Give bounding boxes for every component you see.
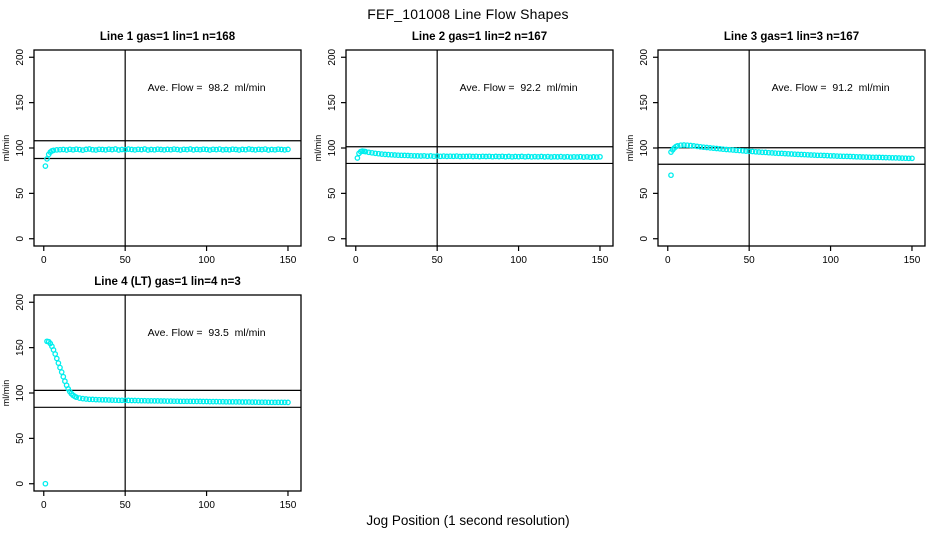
x-tick-label: 150 xyxy=(280,255,297,266)
x-tick-label: 50 xyxy=(120,255,132,266)
y-tick-label: 50 xyxy=(639,187,650,199)
x-tick-label: 50 xyxy=(744,255,756,266)
y-tick-label: 0 xyxy=(327,236,338,242)
y-tick-label: 100 xyxy=(639,139,650,156)
plot-box xyxy=(345,49,614,247)
x-tick-label: 0 xyxy=(41,500,47,511)
x-tick-label: 50 xyxy=(432,255,444,266)
ave-flow-annotation: Ave. Flow = 92.2 ml/min xyxy=(460,82,578,94)
x-tick-label: 150 xyxy=(904,255,921,266)
y-tick-label: 150 xyxy=(15,339,26,356)
ave-flow-annotation: Ave. Flow = 91.2 ml/min xyxy=(772,82,890,94)
x-tick-label: 150 xyxy=(280,500,297,511)
y-axis-label: ml/min xyxy=(313,135,323,162)
y-tick-label: 200 xyxy=(15,48,26,65)
y-tick-label: 100 xyxy=(15,384,26,401)
line-1-flow-scatter-chart: Line 1 gas=1 lin=1 n=168 0 50 100 150 0 50 100 1… xyxy=(1,31,302,266)
subplot-title: Line 3 gas=1 lin=3 n=167 xyxy=(724,31,859,43)
y-tick-label: 100 xyxy=(15,139,26,156)
y-tick-label: 0 xyxy=(639,236,650,242)
y-tick-label: 0 xyxy=(15,236,26,242)
line-4-flow-scatter-chart: Line 4 (LT) gas=1 lin=4 n=3 0 50 100 150 0 50 1… xyxy=(1,276,302,511)
x-tick-label: 0 xyxy=(41,255,47,266)
y-tick-label: 100 xyxy=(327,139,338,156)
x-tick-label: 0 xyxy=(353,255,359,266)
x-tick-label: 100 xyxy=(198,255,215,266)
chart-grid: Line 1 gas=1 lin=1 n=168 0 50 100 150 0 50 100 1… xyxy=(0,24,936,514)
subplot-line-3: Line 3 gas=1 lin=3 n=167 0 50 100 150 0 50 100 1… xyxy=(624,24,936,269)
y-tick-label: 50 xyxy=(15,432,26,444)
shared-x-axis-label: Jog Position (1 second resolution) xyxy=(366,513,570,528)
y-tick-label: 50 xyxy=(327,187,338,199)
page-title: FEF_101008 Line Flow Shapes xyxy=(367,6,569,22)
y-axis-label: ml/min xyxy=(625,135,635,162)
line-2-flow-scatter-chart: Line 2 gas=1 lin=2 n=167 0 50 100 150 0 50 100 1… xyxy=(313,31,614,266)
subplot-title: Line 1 gas=1 lin=1 n=168 xyxy=(100,31,236,43)
y-tick-label: 150 xyxy=(15,94,26,111)
x-tick-label: 150 xyxy=(592,255,609,266)
subplot-title: Line 2 gas=1 lin=2 n=167 xyxy=(412,31,547,43)
x-tick-label: 100 xyxy=(198,500,215,511)
x-tick-label: 0 xyxy=(665,255,671,266)
x-tick-label: 50 xyxy=(120,500,132,511)
y-tick-label: 200 xyxy=(15,293,26,310)
subplot-line-4: Line 4 (LT) gas=1 lin=4 n=3 0 50 100 150 0 50 1… xyxy=(0,269,312,514)
subplot-line-2: Line 2 gas=1 lin=2 n=167 0 50 100 150 0 50 100 1… xyxy=(312,24,624,269)
x-tick-label: 100 xyxy=(822,255,839,266)
line-3-flow-scatter-chart: Line 3 gas=1 lin=3 n=167 0 50 100 150 0 50 100 1… xyxy=(625,31,926,266)
y-tick-label: 50 xyxy=(15,187,26,199)
y-tick-label: 200 xyxy=(327,48,338,65)
y-tick-label: 200 xyxy=(639,48,650,65)
ave-flow-annotation: Ave. Flow = 98.2 ml/min xyxy=(148,82,266,94)
subplot-title: Line 4 (LT) gas=1 lin=4 n=3 xyxy=(94,276,240,288)
y-axis-label: ml/min xyxy=(1,135,11,162)
y-tick-label: 150 xyxy=(327,94,338,111)
ave-flow-annotation: Ave. Flow = 93.5 ml/min xyxy=(148,327,266,339)
y-tick-label: 150 xyxy=(639,94,650,111)
x-tick-label: 100 xyxy=(510,255,527,266)
y-axis-label: ml/min xyxy=(1,380,11,407)
subplot-line-1: Line 1 gas=1 lin=1 n=168 0 50 100 150 0 50 100 1… xyxy=(0,24,312,269)
y-tick-label: 0 xyxy=(15,481,26,487)
